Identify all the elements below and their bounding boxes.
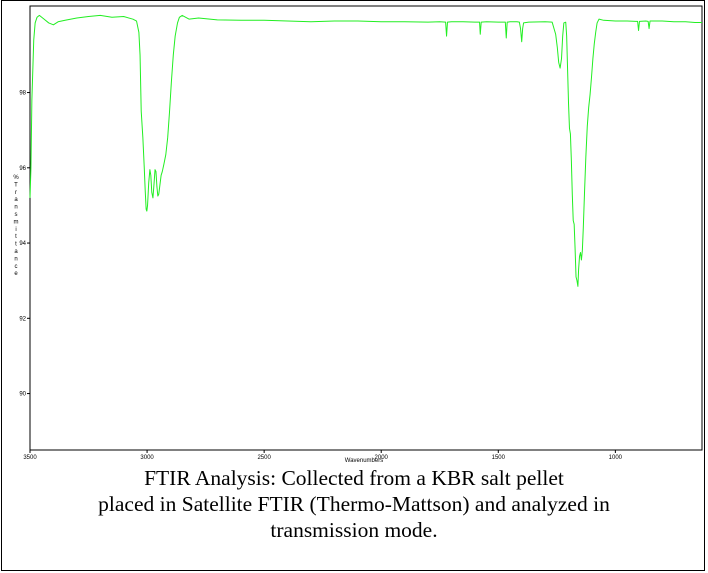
- x-tick-label: 1500: [492, 455, 506, 461]
- series-layer: [29, 14, 702, 287]
- y-tick-label: 96: [19, 166, 26, 172]
- x-axis-ticks: 3500 3000 2500 2000 1500 1000: [23, 450, 623, 461]
- x-tick-label: 3000: [140, 455, 154, 461]
- caption-line-3: transmission mode.: [270, 518, 438, 542]
- series-line-transmittance: [29, 14, 702, 287]
- y-tick-label: 90: [19, 392, 26, 398]
- y-axis-ticks: 90 92 94 96 98: [19, 91, 30, 398]
- figure-caption: FTIR Analysis: Collected from a KBR salt…: [2, 465, 706, 543]
- x-tick-label: 2500: [257, 455, 271, 461]
- y-tick-label: 92: [19, 316, 26, 322]
- y-tick-label: 94: [19, 241, 26, 247]
- x-tick-label: 1000: [609, 455, 623, 461]
- x-tick-label: 3500: [23, 455, 37, 461]
- x-axis-title: Wavenumbers: [345, 458, 383, 464]
- plot-frame: [29, 5, 703, 451]
- ftir-spectrum-chart: 3500 3000 2500 2000 1500 1000 90 92 94 96 98 Wave…: [13, 5, 703, 464]
- x-tick-label: 2000: [375, 455, 389, 461]
- y-tick-label: 98: [19, 91, 26, 97]
- caption-line-1: FTIR Analysis: Collected from a KBR salt…: [144, 466, 564, 490]
- caption-line-2: placed in Satellite FTIR (Thermo-Mattson…: [98, 492, 610, 516]
